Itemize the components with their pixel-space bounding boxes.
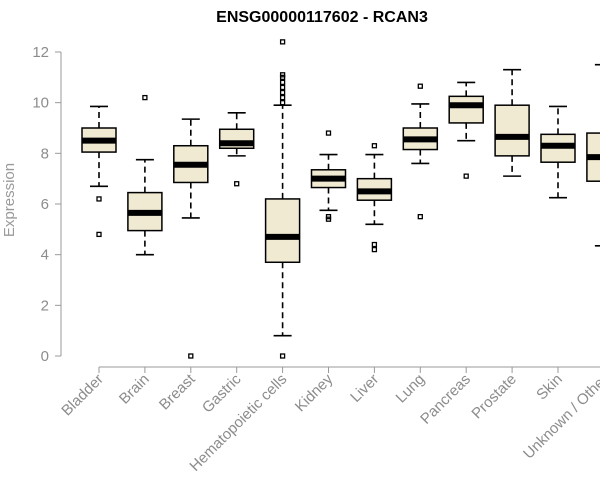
y-axis-label: Expression <box>1 163 18 237</box>
box-brain <box>127 94 163 256</box>
outlier-point <box>96 196 102 202</box>
box-gastric <box>218 112 255 187</box>
outlier-point <box>279 79 286 86</box>
outlier-point <box>463 173 469 179</box>
outlier-point <box>279 72 286 78</box>
outlier-point <box>417 214 423 220</box>
box-iqr <box>264 198 301 264</box>
box-iqr <box>494 104 530 157</box>
outlier-point <box>279 94 286 101</box>
y-tick-label: 4 <box>41 247 49 264</box>
y-tick-label: 10 <box>32 95 49 112</box>
y-tick-label: 0 <box>41 348 49 365</box>
x-tick-label: Skin <box>533 371 566 404</box>
outlier-point <box>279 84 286 91</box>
outlier-point <box>417 83 423 89</box>
box-liver <box>356 143 393 253</box>
outlier-point <box>96 231 102 238</box>
outlier-point <box>142 94 148 101</box>
box-iqr <box>448 95 484 124</box>
x-tick-label: Bladder <box>58 371 107 420</box>
outlier-point <box>234 181 240 187</box>
outlier-point <box>188 353 194 359</box>
axes-group: 0 2 4 6 8 10 12 <box>32 44 600 373</box>
chart-title: ENSG00000117602 - RCAN3 <box>216 9 428 26</box>
outlier-point <box>279 100 286 106</box>
x-tick-label: Gastric <box>199 370 245 416</box>
x-tick-label: Liver <box>347 371 382 406</box>
x-tick-label: Brain <box>116 371 153 408</box>
x-tick-label: Prostate <box>468 371 520 423</box>
box-breast <box>173 118 209 359</box>
outlier-point <box>279 39 286 45</box>
y-tick-label: 8 <box>41 145 49 162</box>
x-tick-label: Lung <box>393 371 429 407</box>
outlier-point <box>371 246 378 253</box>
box-bladder <box>81 105 117 238</box>
y-tick-label: 12 <box>32 44 49 61</box>
box-lung <box>402 83 439 220</box>
x-tick-label: Breast <box>156 370 199 413</box>
outlier-point <box>325 130 332 136</box>
outlier-point <box>371 241 378 248</box>
box-kidney <box>310 130 347 222</box>
box-skin <box>540 105 576 199</box>
box-hematopoietic-cells <box>264 39 301 359</box>
outlier-point <box>279 89 286 96</box>
box-prostate <box>494 68 530 177</box>
y-tick-label: 2 <box>41 297 49 314</box>
box-pancreas <box>448 81 484 179</box>
outlier-point <box>279 353 286 359</box>
boxes-group <box>81 39 600 359</box>
y-tick-label: 6 <box>41 196 49 213</box>
x-tick-label: Kidney <box>292 370 337 415</box>
outlier-point <box>325 216 332 222</box>
outlier-point <box>371 143 378 149</box>
box-unknown-other <box>586 63 600 247</box>
x-tick-label: Pancreas <box>417 371 474 428</box>
